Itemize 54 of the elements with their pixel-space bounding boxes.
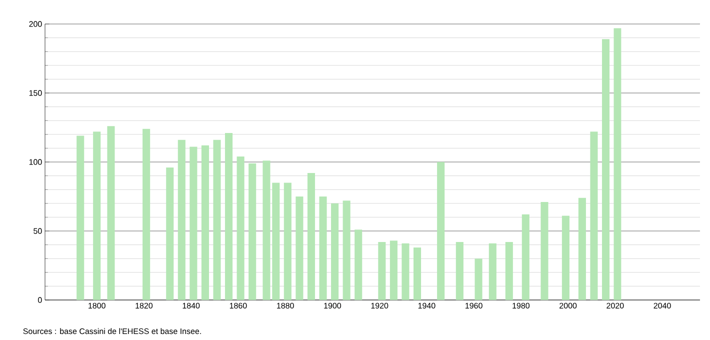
bar bbox=[402, 243, 410, 300]
bar bbox=[488, 243, 496, 300]
bar bbox=[178, 140, 186, 300]
bar bbox=[142, 128, 150, 300]
y-tick-label: 0 bbox=[38, 297, 42, 303]
bar bbox=[522, 214, 530, 300]
bar bbox=[590, 132, 598, 300]
bar bbox=[248, 163, 256, 300]
bar bbox=[474, 258, 482, 300]
bar bbox=[562, 216, 570, 300]
y-tick-label: 200 bbox=[29, 21, 42, 27]
bar bbox=[76, 136, 84, 300]
x-tick-label: 1860 bbox=[230, 302, 247, 309]
y-tick-label: 150 bbox=[29, 90, 42, 96]
bar bbox=[602, 39, 610, 300]
bar bbox=[437, 162, 445, 300]
bar bbox=[390, 240, 398, 300]
x-tick-label: 1840 bbox=[182, 302, 200, 309]
bar bbox=[201, 145, 209, 300]
bar bbox=[614, 28, 622, 300]
bar bbox=[331, 203, 339, 300]
bar bbox=[284, 182, 292, 300]
x-tick-label: 1900 bbox=[324, 302, 342, 309]
bar bbox=[107, 126, 115, 300]
x-tick-label: 1820 bbox=[136, 302, 153, 309]
bar bbox=[225, 133, 233, 300]
x-tick-label: 1920 bbox=[371, 302, 388, 309]
y-tick-label: 100 bbox=[29, 159, 42, 165]
bar bbox=[414, 248, 422, 300]
source-note: Sources : base Cassini de l'EHESS et base Insee. bbox=[23, 328, 201, 334]
x-tick-label: 2040 bbox=[654, 302, 671, 309]
bar bbox=[213, 140, 221, 300]
x-tick-label: 2000 bbox=[560, 302, 577, 309]
bar bbox=[456, 242, 464, 300]
bar bbox=[236, 156, 244, 300]
bar bbox=[190, 146, 198, 300]
bar bbox=[540, 202, 548, 300]
x-tick-label: 1980 bbox=[512, 302, 530, 309]
x-tick-label: 1880 bbox=[277, 302, 294, 309]
bar bbox=[319, 196, 327, 300]
bar bbox=[342, 200, 350, 300]
bar bbox=[354, 230, 362, 300]
bar bbox=[378, 242, 386, 300]
bar bbox=[505, 242, 513, 300]
x-tick-label: 1800 bbox=[88, 302, 106, 309]
bar bbox=[578, 198, 586, 300]
bar bbox=[307, 173, 316, 300]
x-tick-label: 1960 bbox=[466, 302, 482, 309]
bar bbox=[296, 196, 304, 300]
bar bbox=[93, 132, 101, 300]
x-tick-label: 1940 bbox=[418, 302, 436, 309]
y-tick-label: 50 bbox=[34, 228, 42, 234]
bar bbox=[166, 168, 174, 300]
x-tick-label: 2020 bbox=[606, 302, 624, 309]
